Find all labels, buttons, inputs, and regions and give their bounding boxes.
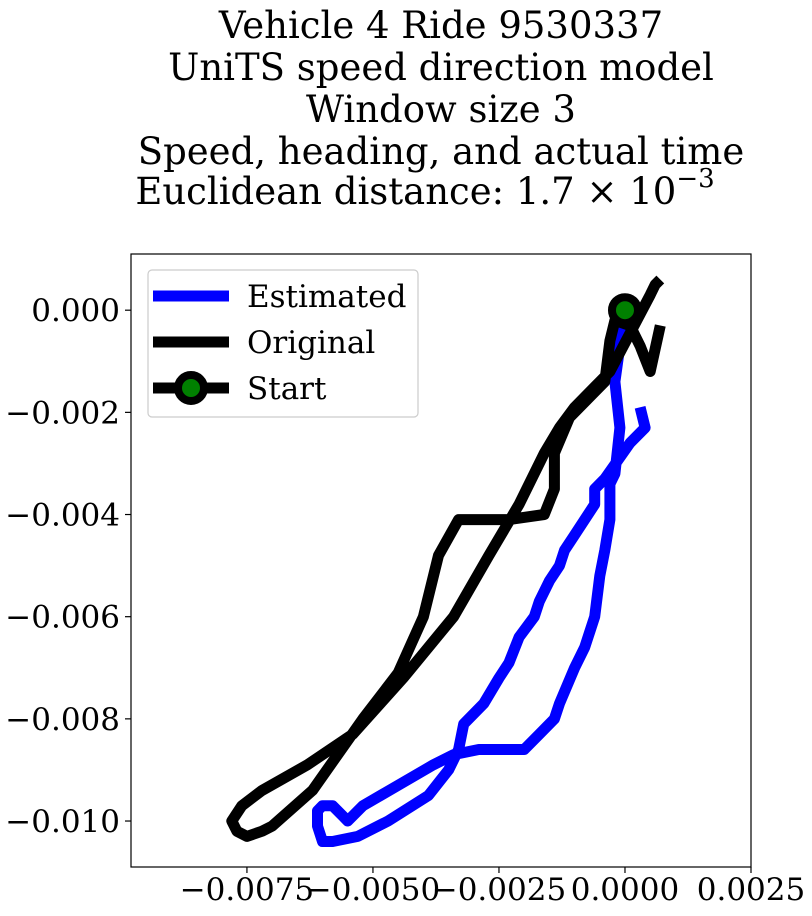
plot-area xyxy=(226,275,666,847)
y-tick-label: −0.010 xyxy=(5,804,120,840)
legend-item-estimated: Estimated xyxy=(153,279,406,315)
y-tick-label: −0.002 xyxy=(5,395,120,431)
chart-title: Vehicle 4 Ride 9530337 UniTS speed direc… xyxy=(135,4,744,213)
y-tick-label: −0.006 xyxy=(5,600,120,636)
x-tick-label: −0.0050 xyxy=(306,872,440,908)
title-line-1: Vehicle 4 Ride 9530337 xyxy=(218,4,663,47)
x-tick-label: 0.0025 xyxy=(697,872,805,908)
title-line-5: Euclidean distance: 1.7 × 10−3 xyxy=(135,164,714,213)
title-exponent: −3 xyxy=(676,164,714,194)
x-tick-label: −0.0025 xyxy=(432,872,566,908)
legend-label: Start xyxy=(247,371,327,407)
axes: −0.0075−0.0050−0.0025 0.0000 0.0025 0.000 −0… xyxy=(5,253,805,908)
legend: Estimated Original Start xyxy=(147,269,419,418)
legend-label: Estimated xyxy=(247,279,406,315)
legend-item-start: Start xyxy=(153,371,327,407)
y-tick-label: 0.000 xyxy=(31,293,120,329)
x-tick-label: −0.0075 xyxy=(180,872,314,908)
legend-item-original: Original xyxy=(153,325,375,361)
title-line-4: Speed, heading, and actual time xyxy=(138,130,745,173)
y-tick-label: −0.004 xyxy=(5,498,120,534)
series-line-estimated xyxy=(312,317,651,847)
legend-start-marker xyxy=(174,371,208,405)
legend-label: Original xyxy=(247,325,375,361)
x-tick-label: 0.0000 xyxy=(571,872,679,908)
y-tick-label: −0.008 xyxy=(5,702,120,738)
start-point-marker xyxy=(607,293,642,328)
series-group xyxy=(226,275,666,847)
title-line-3: Window size 3 xyxy=(306,88,576,131)
title-line-2: UniTS speed direction model xyxy=(168,46,714,89)
axes-frame xyxy=(130,253,752,868)
title-line-5-text: Euclidean distance: 1.7 × 10 xyxy=(135,170,676,213)
series-line-original xyxy=(226,275,666,842)
legend-frame xyxy=(147,269,419,418)
